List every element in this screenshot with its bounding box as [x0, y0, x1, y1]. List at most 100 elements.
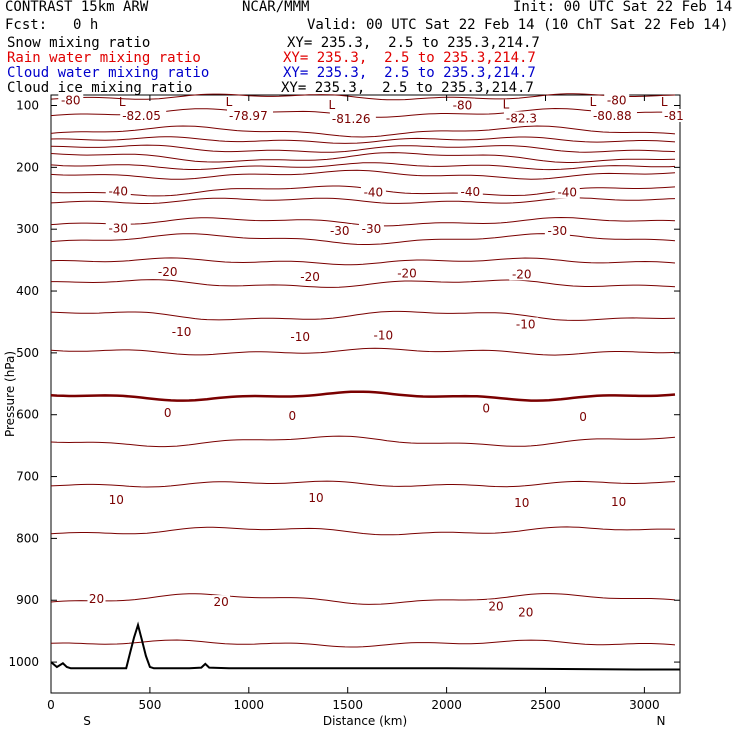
contour-label: -10: [290, 330, 310, 344]
contour-label-background: [509, 267, 535, 281]
field-label-rain: Rain water mixing ratio: [7, 50, 201, 66]
isotherm-line: [50, 152, 676, 163]
contour-label-background: [487, 599, 506, 613]
x-tick-label: 500: [138, 698, 161, 712]
low-marker: L: [590, 95, 597, 109]
isotherm-line: [50, 93, 676, 101]
field-label-cloud-ice: Cloud ice mixing ratio: [7, 80, 193, 96]
low-marker: L: [119, 95, 126, 109]
x-tick-label: 2000: [431, 698, 462, 712]
contour-label: -10: [172, 325, 192, 339]
isotherm-line: [50, 169, 676, 180]
field-xy-rain: XY= 235.3, 2.5 to 235.3,214.7: [283, 50, 536, 66]
contour-label: 20: [518, 606, 533, 620]
contour-label: 10: [109, 493, 124, 507]
contour-label-background: [554, 185, 580, 199]
contour-label-background: [609, 494, 628, 508]
axis-tick-layer: 0 500 1000 1500 2000 2500 30001002003004005006…: [8, 95, 680, 712]
contour-label-background: [449, 98, 475, 112]
plot-frame: [50, 94, 681, 694]
contour-label: 10: [514, 496, 529, 510]
x-axis-left-end-label: S: [83, 714, 91, 728]
contour-label: 0: [288, 409, 296, 423]
isotherm-line: [50, 347, 676, 356]
y-tick-label: 600: [16, 408, 39, 422]
contour-label-background: [358, 222, 384, 236]
contour-label: -30: [108, 222, 128, 236]
y-tick-label: 500: [16, 346, 39, 360]
contour-label: -30: [330, 224, 350, 238]
contour-label-background: [457, 185, 483, 199]
isotherm-line: [50, 257, 676, 266]
y-tick-label: 100: [16, 99, 39, 113]
isotherm-line: [50, 480, 676, 488]
field-xy-cloud-water: XY= 235.3, 2.5 to 235.3,214.7: [283, 65, 536, 81]
low-marker: L: [503, 97, 510, 111]
contour-label: -20: [158, 265, 178, 279]
contour-label-background: [105, 221, 131, 235]
contour-label: -40: [557, 186, 577, 200]
contour-label: 20: [488, 599, 503, 613]
low-marker: L: [226, 95, 233, 109]
contour-label: -40: [364, 186, 384, 200]
contour-label-background: [155, 264, 181, 278]
low-value-background: [120, 108, 167, 122]
y-tick-label: 300: [16, 222, 39, 236]
contour-label-background: [516, 605, 535, 619]
low-value-label: -78.97: [229, 109, 268, 123]
field-label-snow: Snow mixing ratio: [7, 35, 151, 51]
x-tick-label: 1500: [332, 698, 363, 712]
contour-label: -10: [516, 317, 536, 331]
contour-label: 10: [611, 495, 626, 509]
y-tick-label: 700: [16, 470, 39, 484]
contour-label: -40: [108, 184, 128, 198]
isotherm-line: [50, 125, 676, 138]
x-tick-label: 2500: [530, 698, 561, 712]
isotherm-line: [50, 144, 676, 153]
contour-label-background: [327, 224, 353, 238]
isotherm-line: [50, 639, 676, 648]
contour-label: -20: [512, 267, 532, 281]
low-value-background: [662, 108, 688, 122]
contour-label: -10: [373, 329, 393, 343]
contour-label: -30: [362, 222, 382, 236]
y-tick-label: 800: [16, 531, 39, 545]
low-value-label: -82.3: [506, 111, 537, 125]
low-value-background: [503, 111, 543, 125]
contour-label: -30: [548, 224, 568, 238]
isotherm-line: [51, 279, 676, 288]
contour-label: 20: [89, 592, 104, 606]
init-time: Init: 00 UTC Sat 22 Feb 14: [513, 0, 733, 15]
low-value-label: -82.05: [122, 109, 161, 123]
contour-label-background: [169, 324, 195, 338]
low-value-label: -81: [664, 109, 684, 123]
y-tick-label: 400: [16, 284, 39, 298]
forecast-label: Fcst:: [5, 17, 48, 33]
isotherm-line: [50, 526, 676, 536]
contour-label-background: [105, 184, 131, 198]
field-label-cloud-water: Cloud water mixing ratio: [7, 65, 210, 81]
isotherm-line: [50, 435, 676, 448]
contour-label-background: [58, 93, 84, 107]
terrain-line: [50, 621, 680, 671]
contour-label: 20: [213, 595, 228, 609]
contour-label-layer: -80 -80 -80 -40 -40 -40 -40 -30 -30 -30 -30 -20 -20 -…: [58, 93, 688, 620]
x-tick-label: 0: [47, 698, 55, 712]
low-marker: L: [661, 95, 668, 109]
contour-label-background: [513, 317, 539, 331]
contour-label-background: [360, 185, 386, 199]
low-value-background: [227, 108, 274, 122]
low-value-background: [329, 112, 376, 126]
y-tick-label: 900: [16, 593, 39, 607]
contour-label-background: [162, 405, 174, 419]
contour-label: -20: [397, 267, 417, 281]
contour-label-background: [577, 410, 589, 424]
isotherm-line: [50, 136, 676, 144]
contour-label-background: [544, 224, 570, 238]
x-axis-label: Distance (km): [323, 714, 407, 728]
contour-label: 0: [579, 410, 587, 424]
contour-label-background: [604, 93, 630, 107]
contour-label-background: [394, 266, 420, 280]
low-value-label: -81.26: [332, 112, 371, 126]
